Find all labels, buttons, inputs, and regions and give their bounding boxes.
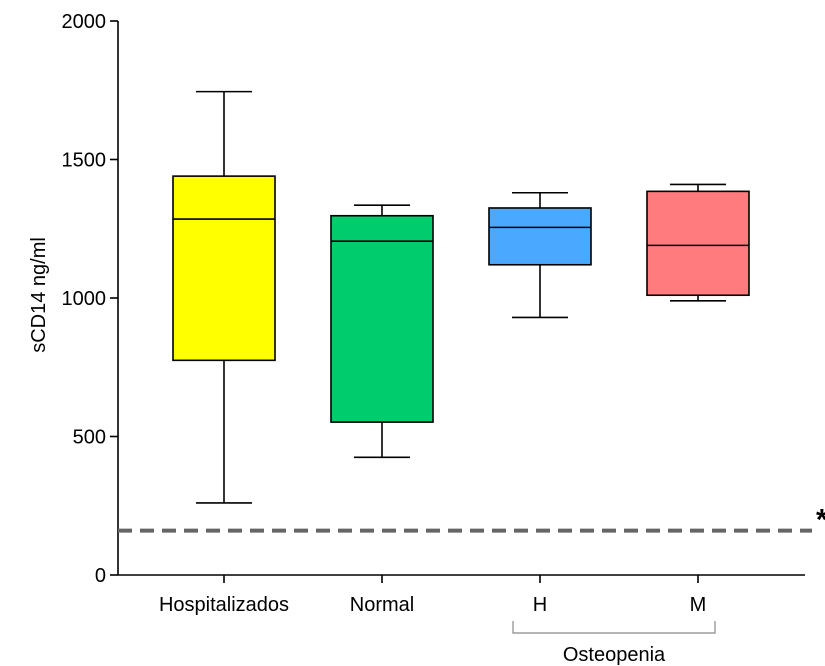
y-axis-label: sCD14 ng/ml (28, 237, 50, 353)
iqr-box-h (488, 207, 592, 266)
y-tick-label-1500: 1500 (62, 150, 107, 172)
x-tick-label-hospitalizados: Hospitalizados (159, 594, 289, 616)
x-tick-label-h: H (533, 594, 547, 616)
group-label-osteopenia: Osteopenia (563, 644, 666, 666)
box-normal (330, 204, 434, 459)
x-tick-label-normal: Normal (350, 594, 414, 616)
y-axis: 0 500 1000 1500 2000 (62, 11, 119, 587)
box-hospitalizados (172, 90, 276, 504)
annotation-asterisk: * (816, 504, 825, 537)
y-tick-label-0: 0 (95, 565, 106, 587)
boxes-layer (172, 90, 750, 504)
iqr-box-m (646, 190, 750, 297)
y-tick-label-1000: 1000 (62, 288, 107, 310)
group-bracket-layer: Osteopenia (512, 621, 716, 666)
osteopenia-bracket (512, 621, 716, 634)
x-axis: Hospitalizados Normal H M (118, 574, 805, 616)
box-h (488, 191, 592, 319)
y-tick-label-2000: 2000 (62, 11, 107, 33)
box-m (646, 183, 750, 302)
x-tick-label-m: M (690, 594, 707, 616)
y-tick-label-500: 500 (73, 427, 106, 449)
iqr-box-normal (330, 214, 434, 423)
reference-line-layer: * (118, 504, 825, 537)
iqr-box-hospitalizados (172, 175, 276, 362)
